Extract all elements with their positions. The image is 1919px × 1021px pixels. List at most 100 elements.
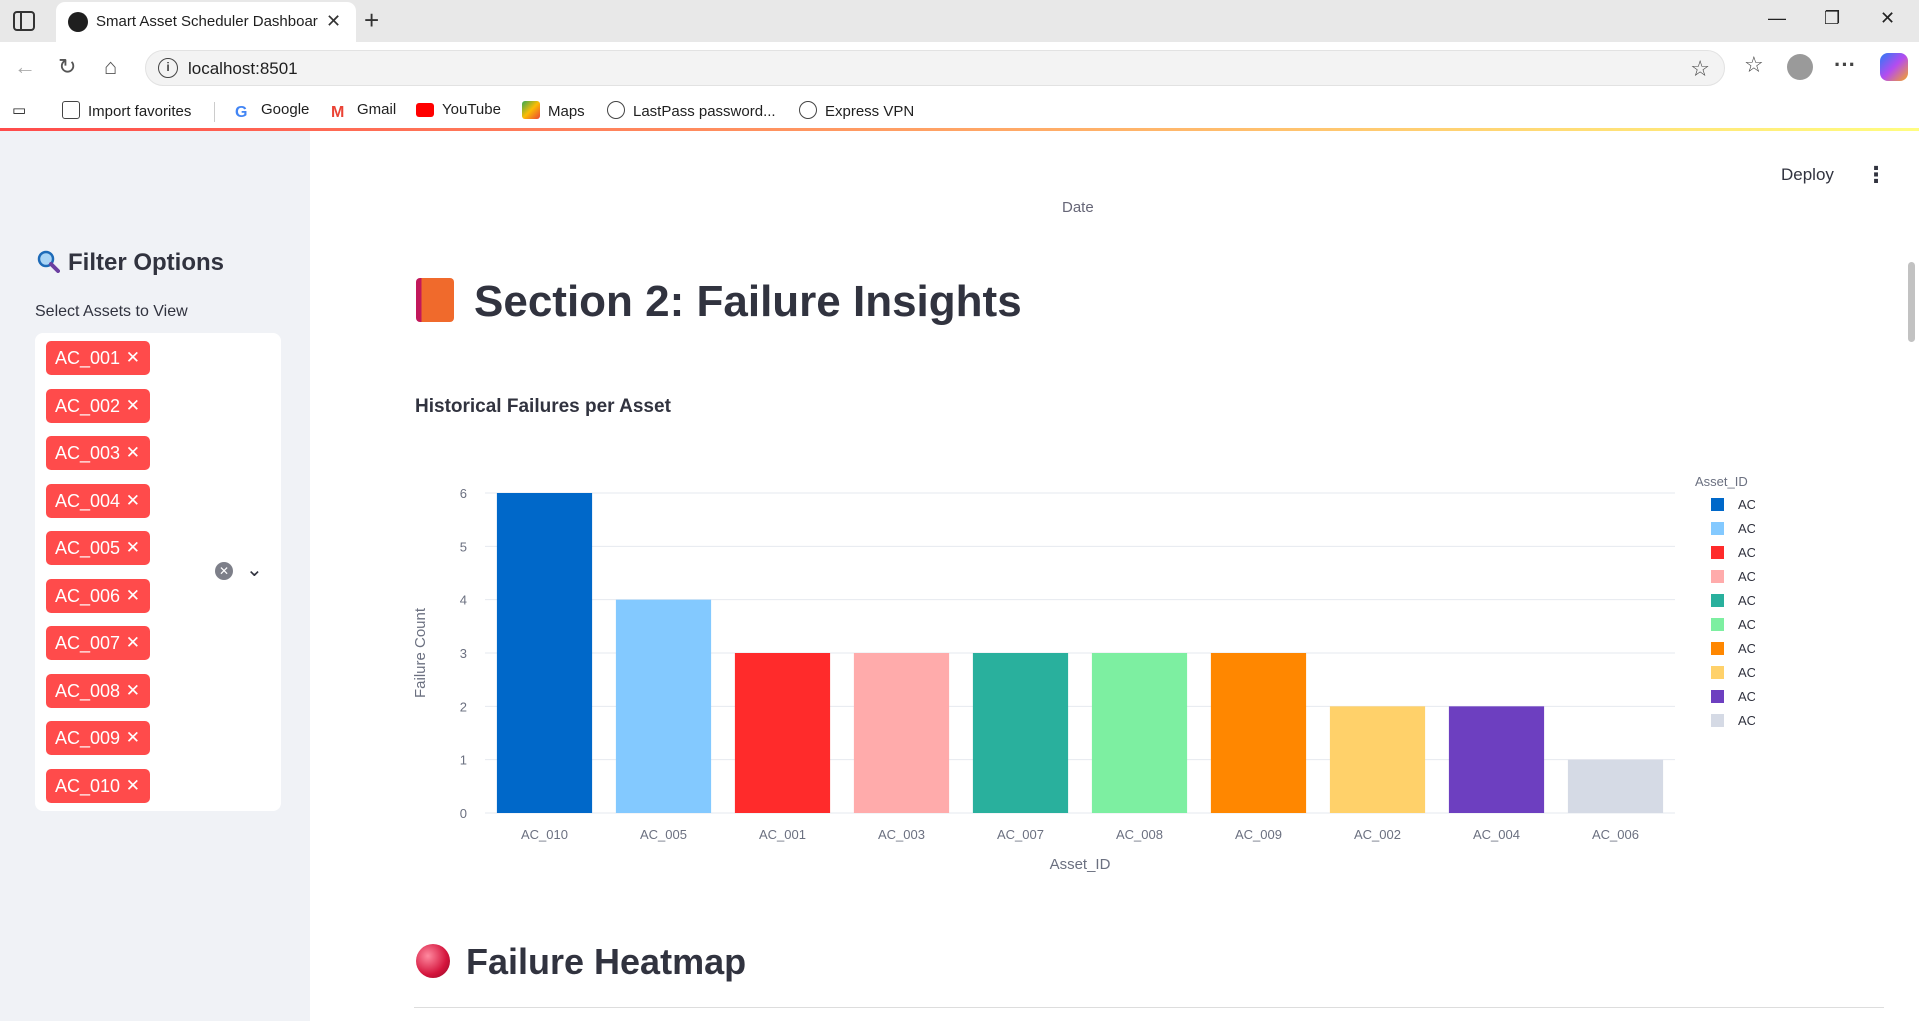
deploy-button[interactable]: Deploy bbox=[1781, 165, 1834, 184]
url-input[interactable]: i localhost:8501 ☆ bbox=[145, 50, 1725, 86]
favorite-import[interactable]: Import favorites bbox=[62, 101, 191, 120]
streamlit-crown-icon bbox=[68, 12, 88, 32]
asset-chip[interactable]: AC_005 ✕ bbox=[46, 531, 150, 565]
asset-chip[interactable]: AC_010 ✕ bbox=[46, 768, 150, 803]
chip-remove-icon[interactable]: ✕ bbox=[125, 490, 140, 510]
restore-icon[interactable]: ❐ bbox=[1824, 8, 1841, 28]
chip-remove-icon[interactable]: ✕ bbox=[125, 680, 140, 700]
chip-remove-icon[interactable]: ✕ bbox=[125, 538, 140, 557]
bar[interactable] bbox=[1091, 653, 1188, 813]
google-icon: G bbox=[235, 104, 248, 121]
favorites-icon[interactable]: ☆ bbox=[1744, 52, 1764, 77]
main-menu-icon[interactable]: ⋮ bbox=[1865, 162, 1887, 187]
x-tick-label: AC_003 bbox=[878, 827, 925, 842]
address-bar-row: ← ↻ ⌂ i localhost:8501 ☆ ☆ ··· bbox=[0, 42, 1919, 94]
bar[interactable] bbox=[1567, 759, 1664, 813]
asset-chip[interactable]: AC_004 ✕ bbox=[46, 483, 150, 518]
bar[interactable] bbox=[972, 653, 1069, 813]
site-info-icon[interactable]: i bbox=[158, 58, 178, 78]
favorite-expressvpn[interactable]: Express VPN bbox=[799, 101, 914, 120]
x-tick-label: AC_008 bbox=[1116, 827, 1163, 842]
asset-chip[interactable]: AC_001 ✕ bbox=[46, 341, 150, 375]
asset-chip-label: AC_009 bbox=[55, 728, 121, 748]
legend-label: AC_006 bbox=[1738, 713, 1755, 728]
sidebar-toggle-icon[interactable] bbox=[12, 10, 36, 32]
tab-title: Smart Asset Scheduler Dashboard bbox=[96, 13, 318, 30]
book-icon bbox=[416, 278, 454, 322]
sidebar-title: Filter Options bbox=[36, 249, 224, 277]
legend-label: AC_007 bbox=[1738, 593, 1755, 608]
y-tick-label: 3 bbox=[460, 646, 467, 661]
bar[interactable] bbox=[615, 599, 712, 813]
new-tab-button[interactable]: + bbox=[364, 5, 380, 35]
asset-chip[interactable]: AC_008 ✕ bbox=[46, 673, 150, 708]
y-tick-label: 0 bbox=[460, 806, 467, 821]
favorite-youtube[interactable]: YouTube bbox=[416, 101, 501, 118]
chip-remove-icon[interactable]: ✕ bbox=[125, 348, 140, 367]
chip-remove-icon[interactable]: ✕ bbox=[125, 395, 140, 415]
asset-chip-label: AC_010 bbox=[55, 775, 121, 796]
x-tick-label: AC_009 bbox=[1235, 827, 1282, 842]
chip-remove-icon[interactable]: ✕ bbox=[125, 775, 140, 795]
asset-chip-label: AC_002 bbox=[55, 395, 121, 416]
chevron-down-icon[interactable]: ⌄ bbox=[246, 559, 263, 581]
favorite-gmail[interactable]: M Gmail bbox=[331, 101, 397, 121]
legend-label: AC_010 bbox=[1738, 497, 1755, 512]
favorite-maps[interactable]: Maps bbox=[522, 101, 585, 120]
page-scrollbar[interactable] bbox=[1908, 262, 1915, 342]
favorite-lastpass[interactable]: LastPass password... bbox=[607, 101, 776, 120]
magnifier-icon bbox=[37, 250, 60, 273]
previous-chart-axis-label: Date bbox=[1062, 199, 1094, 216]
asset-chip[interactable]: AC_006 ✕ bbox=[46, 578, 150, 613]
bar[interactable] bbox=[1210, 653, 1307, 813]
favorite-google[interactable]: G Google bbox=[235, 101, 310, 121]
red-ball-icon bbox=[416, 944, 450, 978]
copilot-icon[interactable] bbox=[1880, 53, 1908, 81]
gmail-icon: M bbox=[331, 104, 345, 121]
maps-icon bbox=[522, 101, 540, 119]
window-close-icon[interactable]: ✕ bbox=[1880, 8, 1896, 28]
x-tick-label: AC_006 bbox=[1592, 827, 1639, 842]
chip-remove-icon[interactable]: ✕ bbox=[125, 633, 140, 652]
browser-tab[interactable]: Smart Asset Scheduler Dashboard ✕ bbox=[56, 2, 356, 42]
legend-label: AC_003 bbox=[1738, 569, 1755, 584]
asset-chip-label: AC_007 bbox=[55, 633, 121, 653]
legend-swatch bbox=[1711, 714, 1724, 727]
asset-chip[interactable]: AC_007 ✕ bbox=[46, 626, 150, 660]
failures-bar-chart[interactable]: 0 1 2 3 4 5 6 AC_010 AC_005 AC_001 AC_003 AC_007 AC_… bbox=[405, 461, 1755, 1021]
legend-swatch bbox=[1711, 546, 1724, 559]
streamlit-decoration-bar bbox=[0, 128, 1919, 131]
asset-chip[interactable]: AC_002 ✕ bbox=[46, 388, 150, 423]
bar[interactable] bbox=[734, 653, 831, 813]
browser-tab-bar: Smart Asset Scheduler Dashboard ✕ + — ❐ … bbox=[0, 0, 1919, 42]
chip-remove-icon[interactable]: ✕ bbox=[125, 728, 140, 747]
more-icon[interactable]: ··· bbox=[1834, 52, 1856, 77]
legend-swatch bbox=[1711, 618, 1724, 631]
bar[interactable] bbox=[853, 653, 950, 813]
legend-label: AC_005 bbox=[1738, 521, 1755, 536]
globe-icon bbox=[607, 101, 625, 119]
tab-close-button[interactable]: ✕ bbox=[326, 11, 342, 31]
favorites-bar-icon[interactable]: ▭ bbox=[12, 102, 27, 119]
bar[interactable] bbox=[1329, 706, 1426, 813]
bar[interactable] bbox=[1448, 706, 1545, 813]
chip-remove-icon[interactable]: ✕ bbox=[125, 585, 140, 605]
favorite-star-icon[interactable]: ☆ bbox=[1690, 56, 1710, 81]
back-icon[interactable]: ← bbox=[14, 54, 36, 79]
reload-icon[interactable]: ↻ bbox=[58, 54, 77, 79]
bar[interactable] bbox=[496, 493, 593, 813]
main-content: Deploy ⋮ Date Section 2: Failure Insight… bbox=[310, 131, 1919, 1021]
asset-chip[interactable]: AC_003 ✕ bbox=[46, 436, 150, 470]
asset-multiselect[interactable]: AC_001 ✕ AC_002 ✕ AC_003 ✕ AC_004 ✕ AC_005 ✕ AC_00… bbox=[35, 333, 281, 811]
chip-remove-icon[interactable]: ✕ bbox=[125, 443, 140, 462]
minimize-icon[interactable]: — bbox=[1768, 8, 1786, 28]
x-axis-title: Asset_ID bbox=[1050, 856, 1111, 873]
heatmap-heading: Failure Heatmap bbox=[416, 941, 746, 983]
asset-chip-label: AC_005 bbox=[55, 538, 121, 558]
legend-label: AC_009 bbox=[1738, 641, 1755, 656]
profile-avatar[interactable] bbox=[1787, 54, 1813, 80]
home-icon[interactable]: ⌂ bbox=[104, 54, 118, 79]
asset-chip[interactable]: AC_009 ✕ bbox=[46, 721, 150, 755]
clear-all-icon[interactable]: ✕ bbox=[215, 562, 233, 580]
chart-heading: Historical Failures per Asset bbox=[415, 396, 671, 417]
